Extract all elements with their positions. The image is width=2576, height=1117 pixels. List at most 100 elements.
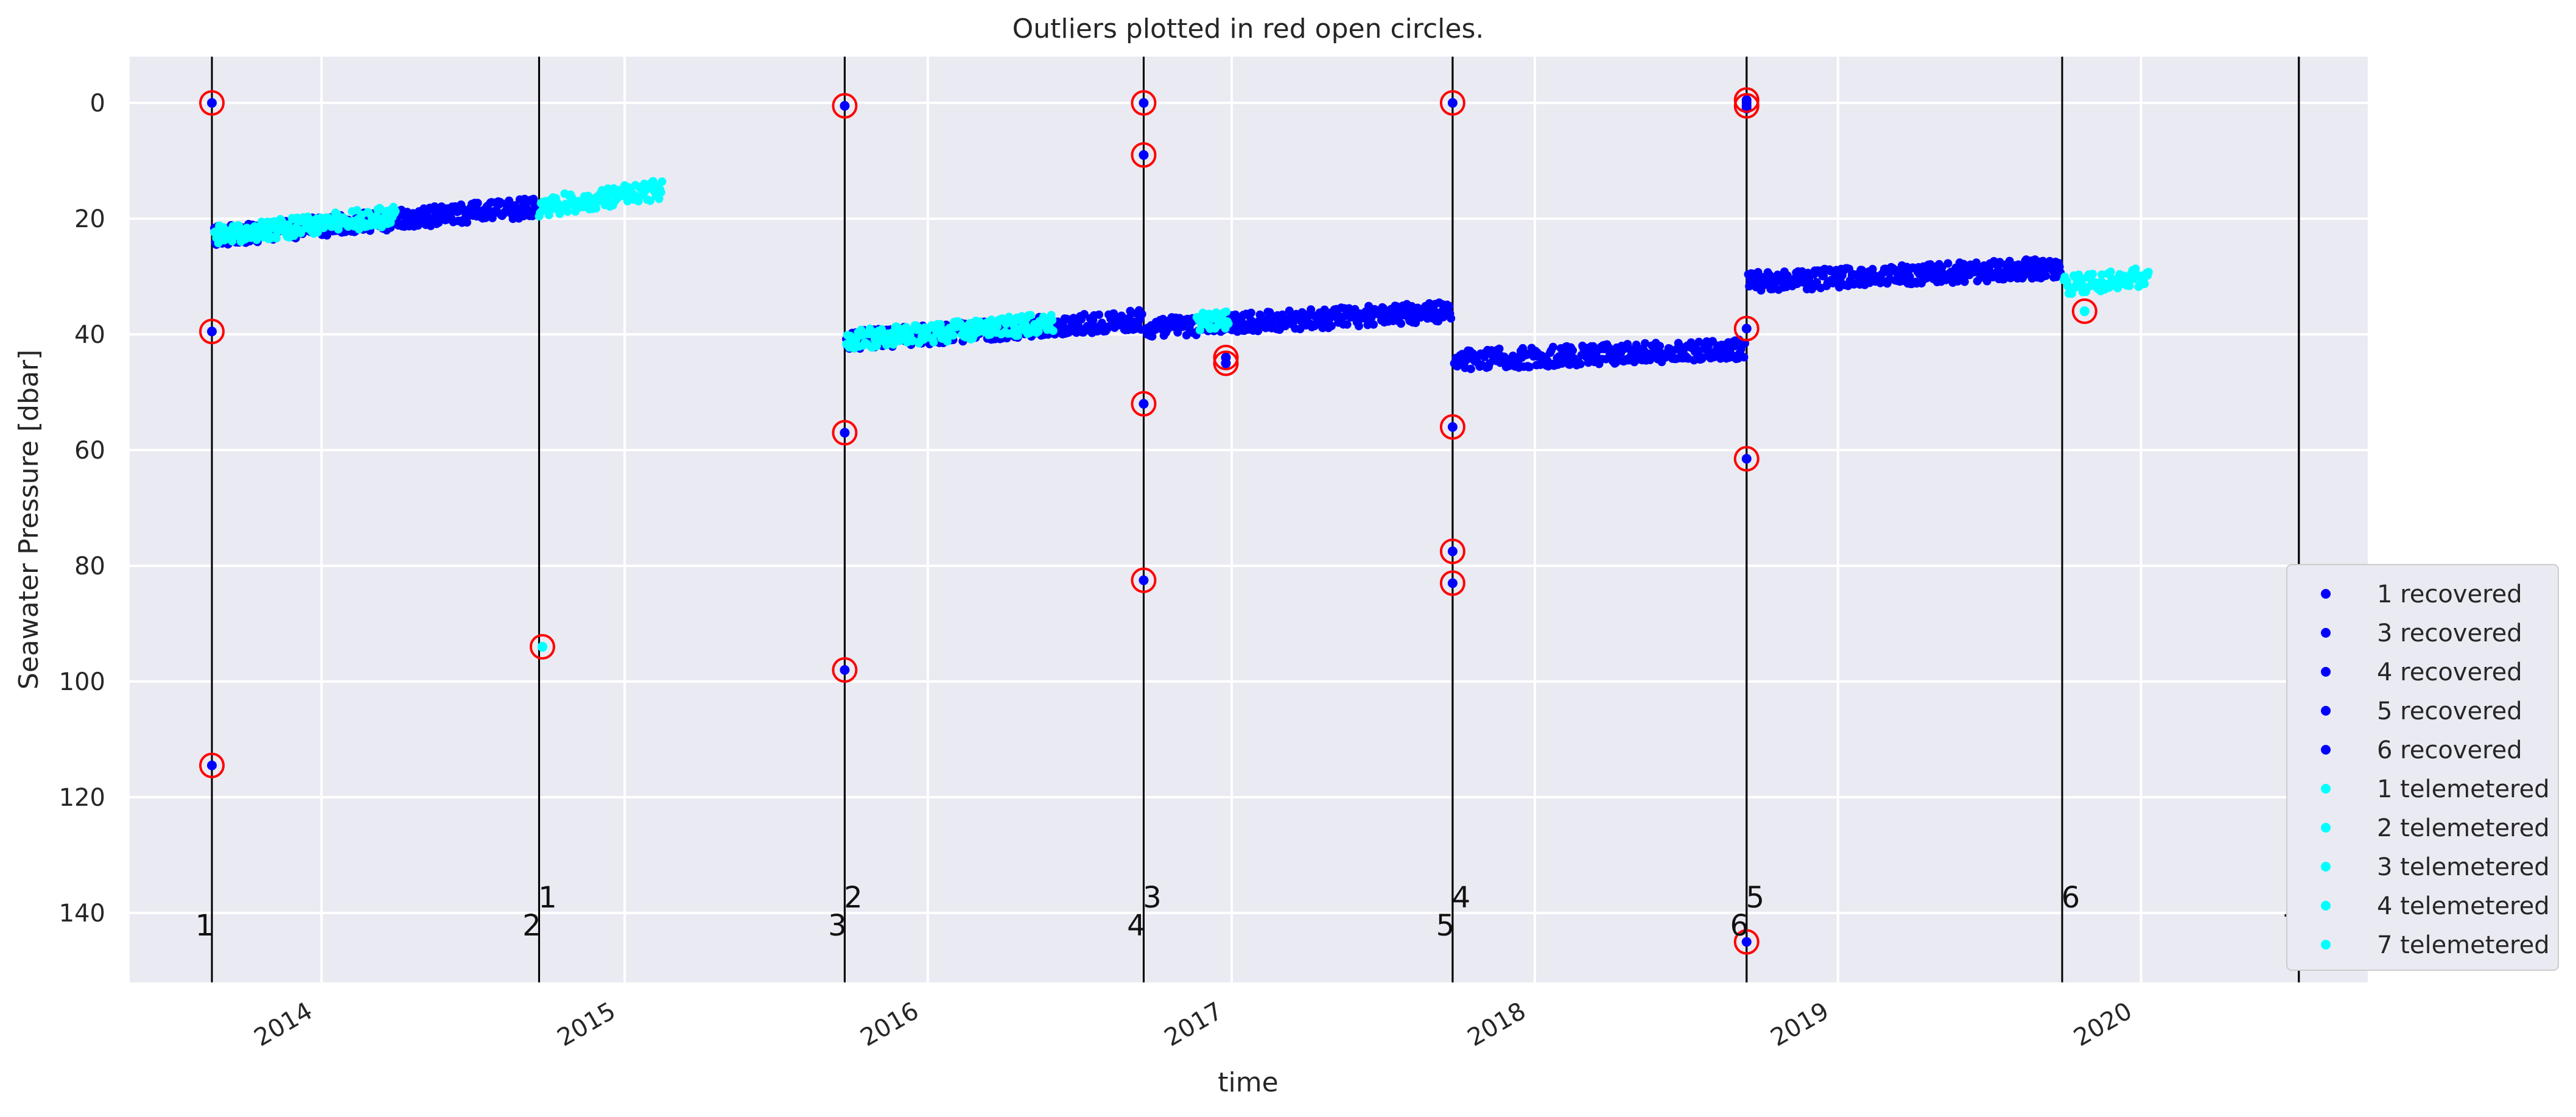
outlier-point (1139, 150, 1149, 160)
data-point (592, 203, 601, 213)
x-tick-label: 2016 (856, 997, 924, 1052)
outlier-ring (832, 657, 858, 683)
outlier-ring (1213, 350, 1239, 376)
legend-marker (2321, 745, 2331, 755)
data-point (1905, 272, 1914, 281)
outlier-ring (832, 93, 858, 119)
data-point (1739, 353, 1749, 362)
outlier-point (1221, 358, 1231, 368)
data-point (584, 191, 593, 200)
legend-box (2286, 564, 2559, 971)
legend-marker (2321, 667, 2331, 677)
data-point (391, 206, 400, 216)
data-point (1447, 314, 1456, 323)
outlier-point (2079, 306, 2090, 316)
data-point (2144, 267, 2153, 277)
y-axis-label: Seawater Pressure [dbar] (13, 350, 44, 689)
legend-marker (2321, 940, 2331, 950)
data-point (1466, 364, 1475, 373)
data-point (473, 199, 482, 208)
data-point (430, 202, 439, 211)
data-point (872, 342, 881, 351)
data-point (1819, 272, 1828, 281)
data-point (1034, 327, 1043, 336)
deployment-label-recovered: 1 (195, 909, 214, 943)
deployment-label-telemetered: 2 (844, 881, 863, 915)
series-3-telemetered (842, 311, 1058, 353)
outlier-point (207, 760, 217, 770)
outlier-point (840, 100, 850, 111)
legend-label: 6 recovered (2377, 736, 2522, 764)
outlier-ring (199, 90, 225, 116)
data-point (2088, 269, 2097, 278)
outlier-point (1447, 98, 1458, 108)
outlier-point (1447, 546, 1458, 557)
data-point (2041, 271, 2051, 280)
data-point (655, 194, 664, 203)
data-point (272, 234, 281, 243)
y-tick-label: 40 (74, 321, 105, 349)
data-point (1095, 310, 1103, 319)
outlier-ring (1131, 142, 1157, 168)
x-tick-label: 2018 (1463, 997, 1531, 1052)
data-point (936, 320, 945, 329)
x-tick-label: 2019 (1766, 997, 1834, 1052)
deployment-label-telemetered: 3 (1143, 881, 1162, 915)
outlier-point (1139, 399, 1149, 409)
outlier-point (1741, 100, 1752, 111)
data-point (1246, 308, 1255, 317)
outlier-ring (2071, 298, 2097, 324)
deployment-label-telemetered: 1 (538, 881, 557, 915)
data-point (563, 207, 572, 216)
series-1-telemetered (210, 202, 400, 248)
data-point (929, 337, 938, 347)
y-tick-label: 120 (59, 784, 105, 812)
deployment-label-telemetered: 4 (1452, 881, 1471, 915)
legend-marker (2321, 589, 2331, 599)
legend-marker (2321, 901, 2331, 911)
legend-marker (2321, 862, 2331, 872)
y-tick-labels: 0 20 40 60 80 100 120 140 (59, 90, 105, 928)
data-point (1959, 259, 1968, 269)
deployment-labels: 12345671234567 (195, 881, 2317, 943)
legend: 1 recovered 3 recovered 4 recovered 5 recov… (2286, 564, 2559, 971)
data-point (2106, 267, 2115, 277)
legend-label: 1 recovered (2377, 580, 2522, 608)
series-2-telemetered (535, 177, 667, 221)
y-tick-label: 140 (59, 900, 105, 928)
data-point (1048, 326, 1058, 336)
outlier-point (1741, 454, 1752, 464)
outlier-point (207, 98, 217, 108)
data-point (323, 231, 331, 240)
outlier-ring (1439, 570, 1465, 596)
y-tick-label: 80 (74, 552, 105, 580)
legend-label: 4 recovered (2377, 658, 2522, 686)
legend-marker (2321, 823, 2331, 833)
y-tick-label: 60 (74, 437, 105, 465)
data-point (2005, 256, 2014, 266)
data-series (210, 98, 2153, 652)
legend-label: 5 recovered (2377, 697, 2522, 725)
data-point (658, 177, 667, 186)
outlier-ring (1213, 345, 1239, 370)
data-point (1397, 319, 1406, 328)
data-point (949, 331, 958, 340)
outlier-point (1741, 937, 1752, 947)
deployment-label-recovered: 2 (522, 909, 541, 943)
outlier-point (1447, 578, 1458, 588)
data-point (1495, 344, 1504, 353)
outlier-ring (529, 634, 555, 660)
data-point (1048, 315, 1057, 325)
outlier-ring (199, 319, 225, 345)
data-point (1765, 271, 1774, 280)
data-point (1568, 346, 1578, 355)
outlier-ring (1733, 929, 1760, 955)
data-point (1369, 320, 1378, 329)
y-tick-label: 20 (74, 205, 105, 233)
data-point (2125, 281, 2134, 291)
series-5-recovered (1450, 335, 1749, 373)
data-point (1943, 259, 1953, 268)
deployment-label-recovered: 4 (1127, 909, 1146, 943)
data-point (913, 323, 922, 331)
outlier-point (207, 326, 217, 337)
